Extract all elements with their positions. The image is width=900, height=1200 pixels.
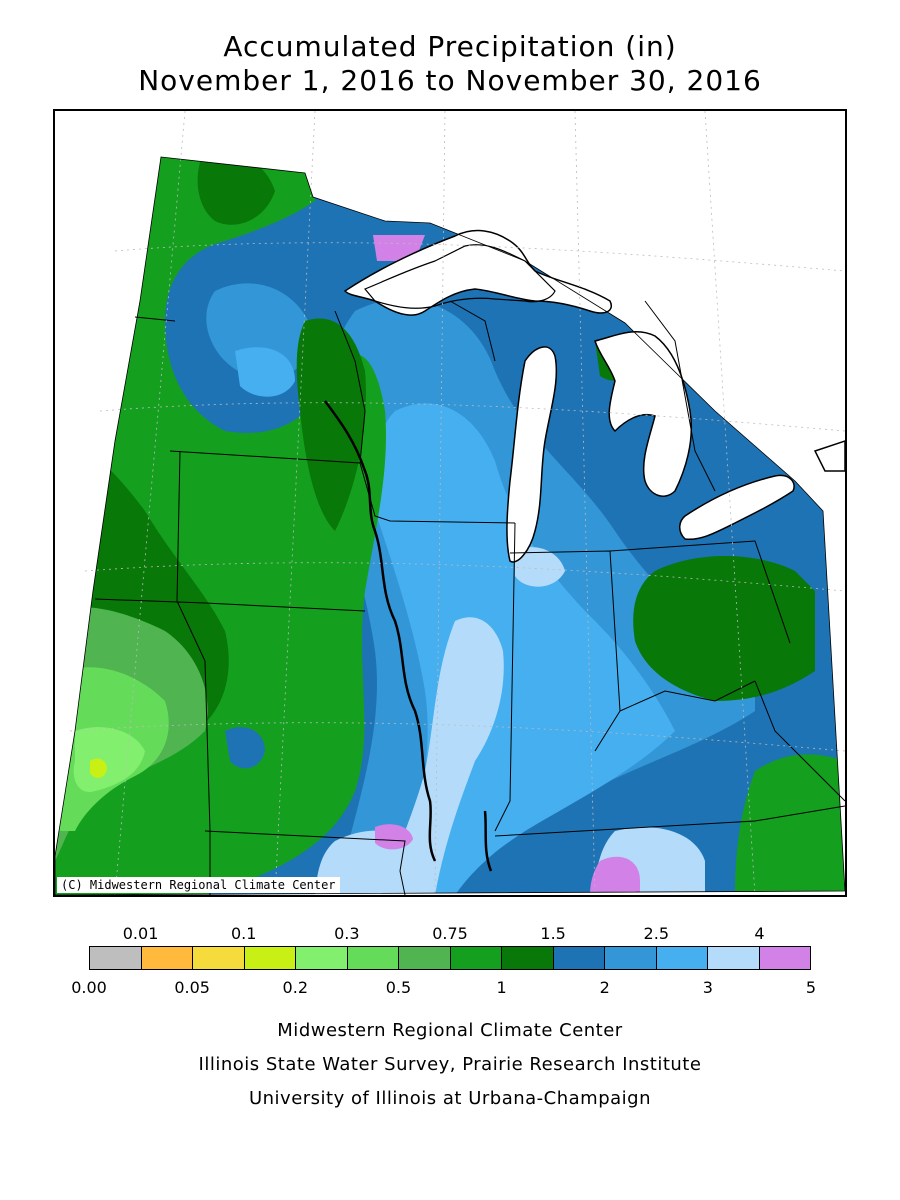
legend-swatch (296, 947, 348, 969)
legend-label-top: 0.1 (230, 924, 257, 943)
legend-label-bottom: 0.00 (71, 978, 107, 997)
precipitation-map (55, 111, 845, 895)
lake-michigan (506, 346, 558, 563)
legend-label-bottom: 1 (496, 978, 507, 997)
legend-swatch (450, 947, 502, 969)
footer-university: University of Illinois at Urbana-Champai… (248, 1088, 652, 1109)
legend-label-top: 0.3 (334, 924, 360, 943)
lake-huron (594, 330, 693, 497)
map-title-line2: November 1, 2016 to November 30, 2016 (138, 64, 762, 97)
map-title-line1: Accumulated Precipitation (in) (223, 30, 677, 63)
legend-swatch (502, 947, 554, 969)
legend-swatch (656, 947, 708, 969)
legend-swatch (605, 947, 657, 969)
map-frame: (C) Midwestern Regional Climate Center (53, 109, 847, 897)
map-credit: (C) Midwestern Regional Climate Center (57, 877, 340, 893)
legend-label-bottom: 0.2 (282, 978, 309, 997)
legend-label-top: 0.75 (432, 924, 468, 943)
legend-swatch (708, 947, 760, 969)
legend-label-top: 2.5 (643, 924, 670, 943)
great-lakes (343, 229, 845, 563)
legend-label-bottom: 5 (805, 978, 817, 997)
lake-ontario (813, 440, 845, 472)
rivers (323, 400, 493, 872)
upper-peninsula (364, 244, 556, 309)
legend-label-bottom: 2 (599, 978, 610, 997)
legend-swatch (347, 947, 399, 969)
legend-label-top: 4 (754, 924, 765, 943)
legend-colorbar (89, 946, 811, 970)
lake-erie (679, 474, 795, 541)
legend-swatch (553, 947, 605, 969)
legend-swatch (759, 947, 810, 969)
legend-label-bottom: 0.5 (385, 978, 412, 997)
footer-organization: Midwestern Regional Climate Center (277, 1020, 623, 1041)
legend-label-bottom: 3 (702, 978, 713, 997)
graticule (69, 111, 845, 895)
state-borders (94, 300, 845, 895)
legend-swatch (193, 947, 245, 969)
legend-swatch (244, 947, 296, 969)
legend-swatch (399, 947, 451, 969)
legend-swatch (141, 947, 193, 969)
legend-label-top: 0.01 (122, 924, 159, 943)
footer-survey: Illinois State Water Survey, Prairie Res… (198, 1054, 702, 1075)
legend-label-top: 1.5 (540, 924, 566, 943)
lake-superior (343, 229, 612, 316)
legend-label-bottom: 0.05 (174, 978, 210, 997)
legend-swatch (90, 947, 142, 969)
